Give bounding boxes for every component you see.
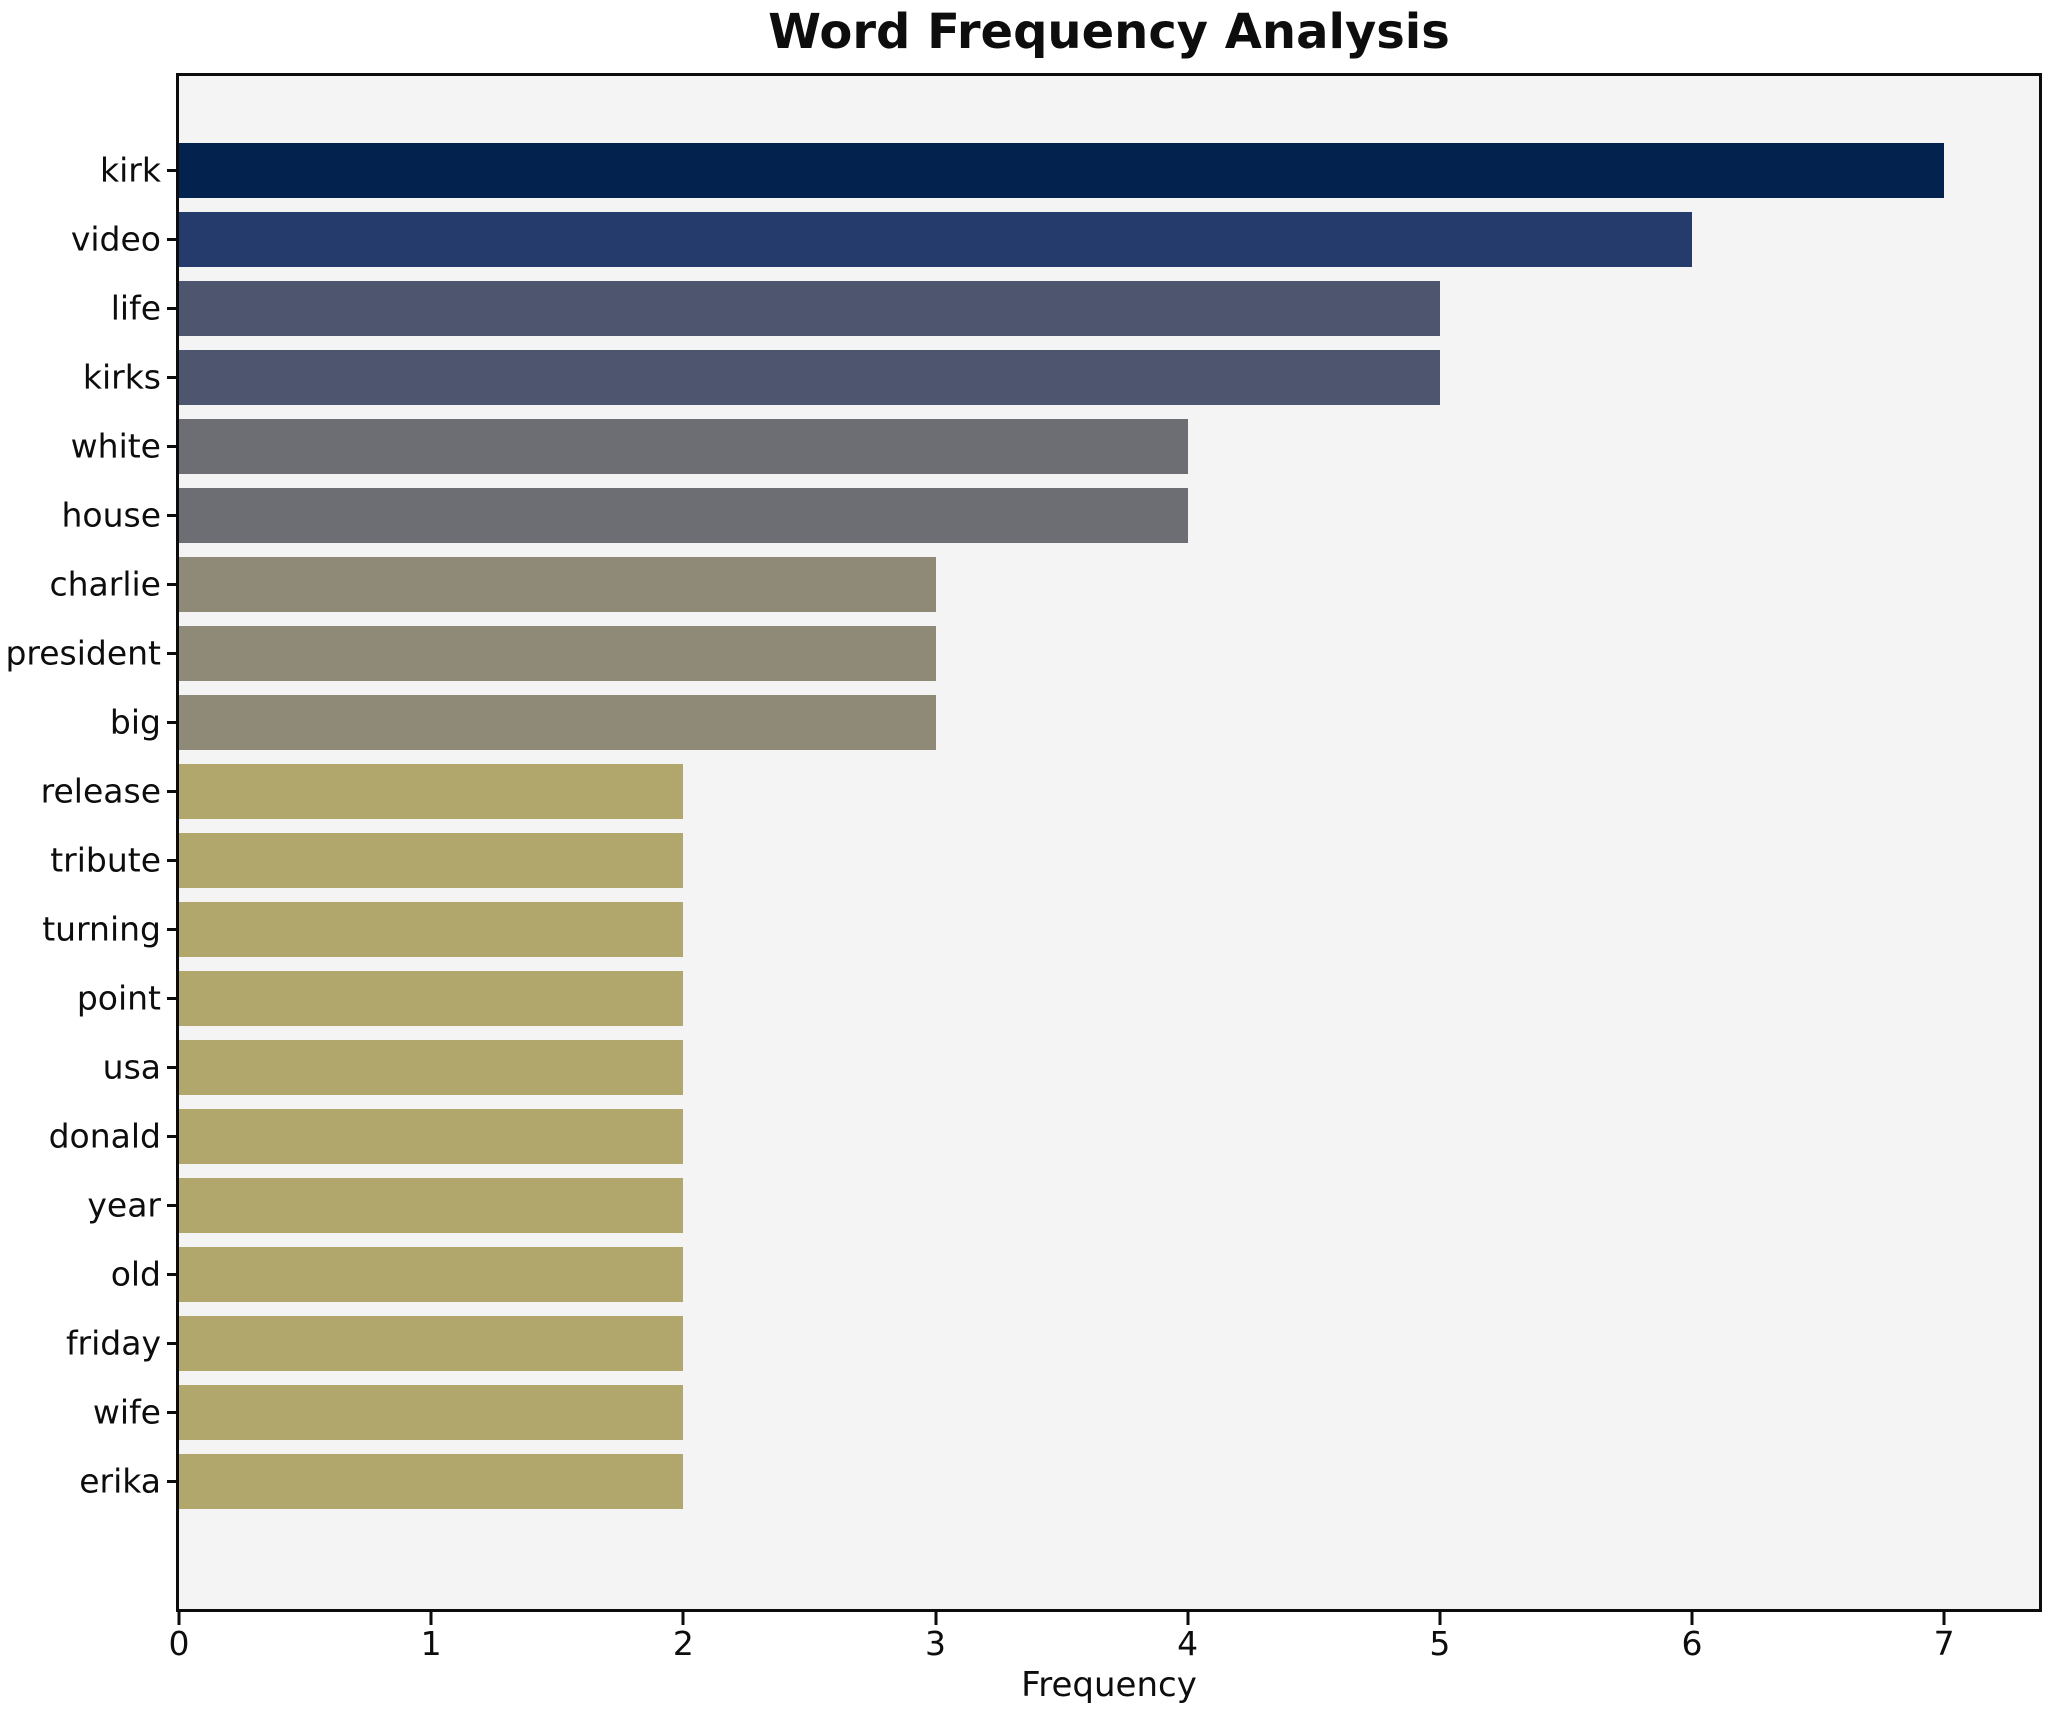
y-tick-life	[167, 306, 179, 310]
x-tick-label-7: 7	[1933, 1624, 1955, 1663]
bar-old	[179, 1246, 684, 1302]
y-tick-erika	[167, 1479, 179, 1483]
x-tick-label-1: 1	[420, 1624, 442, 1663]
y-axis-label-wife: wife	[92, 1392, 161, 1432]
y-axis-label-life: life	[110, 288, 161, 328]
bar-wife	[179, 1384, 684, 1440]
y-tick-friday	[167, 1341, 179, 1345]
y-tick-usa	[167, 1065, 179, 1069]
bar-release	[179, 763, 684, 819]
bar-year	[179, 1177, 684, 1233]
y-axis-label-video: video	[70, 219, 161, 259]
bar-house	[179, 487, 1188, 543]
bar-turning	[179, 901, 684, 957]
bar-white	[179, 418, 1188, 474]
bar-erika	[179, 1453, 684, 1509]
x-tick-label-5: 5	[1429, 1624, 1451, 1663]
y-axis-label-turning: turning	[42, 909, 161, 949]
x-tick-label-0: 0	[168, 1624, 190, 1663]
bar-video	[179, 211, 1692, 267]
x-tick-3	[934, 1612, 937, 1625]
y-axis-label-point: point	[76, 978, 161, 1018]
y-axis-label-erika: erika	[79, 1461, 161, 1501]
y-axis-label-president: president	[5, 633, 161, 673]
y-axis-label-kirk: kirk	[100, 150, 161, 190]
y-tick-big	[167, 720, 179, 724]
bar-president	[179, 625, 936, 681]
y-tick-tribute	[167, 858, 179, 862]
x-tick-4	[1186, 1612, 1190, 1625]
x-tick-0	[177, 1612, 181, 1625]
bar-charlie	[179, 556, 936, 612]
y-tick-release	[167, 789, 179, 793]
y-tick-year	[167, 1203, 179, 1207]
y-tick-president	[167, 651, 179, 655]
y-axis-label-usa: usa	[102, 1047, 161, 1087]
bar-big	[179, 694, 936, 750]
bar-usa	[179, 1039, 684, 1095]
bar-kirks	[179, 349, 1440, 405]
y-axis-label-tribute: tribute	[50, 840, 161, 880]
x-tick-2	[681, 1612, 685, 1625]
y-axis-label-charlie: charlie	[49, 564, 162, 604]
x-tick-label-6: 6	[1681, 1624, 1703, 1663]
x-tick-6	[1690, 1612, 1694, 1625]
y-tick-wife	[167, 1410, 179, 1414]
y-tick-house	[167, 513, 179, 517]
bar-point	[179, 970, 684, 1026]
y-axis-label-friday: friday	[65, 1323, 161, 1363]
y-axis-label-release: release	[40, 771, 161, 811]
x-tick-1	[429, 1612, 433, 1625]
y-tick-old	[167, 1272, 179, 1276]
y-tick-kirk	[167, 168, 179, 172]
x-tick-label-2: 2	[672, 1624, 694, 1663]
y-tick-turning	[167, 927, 179, 931]
y-tick-white	[167, 444, 179, 448]
y-axis-label-old: old	[110, 1254, 161, 1294]
bar-kirk	[179, 142, 1945, 198]
bar-life	[179, 280, 1440, 336]
y-tick-point	[167, 996, 179, 1000]
y-tick-video	[167, 237, 179, 241]
y-axis-label-big: big	[109, 702, 161, 742]
y-axis-label-house: house	[61, 495, 161, 535]
plot-area: kirk video life kirks white house charlie presi…	[5, 73, 2042, 1660]
chart-title: Word Frequency Analysis	[768, 4, 1450, 60]
x-axis-title: Frequency	[1021, 1665, 1197, 1705]
x-tick-5	[1438, 1612, 1442, 1625]
y-axis-label-year: year	[87, 1185, 161, 1225]
bar-tribute	[179, 832, 684, 888]
y-tick-charlie	[167, 582, 179, 586]
y-axis-label-kirks: kirks	[82, 357, 161, 397]
bar-friday	[179, 1315, 684, 1371]
y-tick-kirks	[167, 375, 179, 379]
x-tick-label-4: 4	[1177, 1624, 1199, 1663]
bar-donald	[179, 1108, 684, 1164]
y-axis-label-white: white	[70, 426, 161, 466]
x-tick-label-3: 3	[925, 1624, 946, 1663]
y-axis-label-donald: donald	[48, 1116, 161, 1156]
x-tick-7	[1942, 1612, 1946, 1625]
y-tick-donald	[167, 1134, 179, 1138]
